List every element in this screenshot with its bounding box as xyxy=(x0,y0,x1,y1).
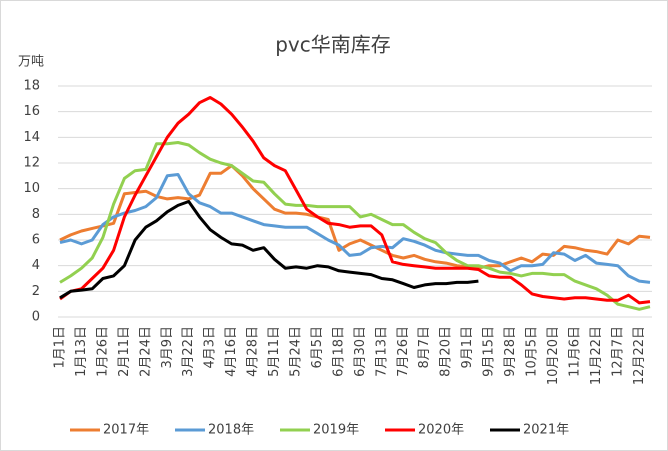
x-tick-label: 11月22日 xyxy=(589,326,604,385)
x-tick-label: 6月5日 xyxy=(310,326,325,369)
series-line xyxy=(59,173,651,284)
x-tick-label: 10月5日 xyxy=(525,326,540,377)
y-tick-label: 2 xyxy=(32,284,40,299)
x-tick-label: 1月13日 xyxy=(74,326,89,377)
x-tick-label: 5月24日 xyxy=(289,326,304,377)
y-tick-label: 16 xyxy=(23,104,40,119)
x-tick-label: 10月20日 xyxy=(546,326,561,385)
chart-title: pvc华南库存 xyxy=(275,33,391,57)
x-tick-label: 4月16日 xyxy=(224,326,239,377)
x-tick-label: 2月24日 xyxy=(138,326,153,377)
x-tick-label: 6月18日 xyxy=(331,326,346,377)
x-tick-label: 6月30日 xyxy=(353,326,368,377)
x-tick-label: 4月28日 xyxy=(246,326,261,377)
legend-label: 2017年 xyxy=(103,423,149,438)
y-tick-label: 14 xyxy=(23,130,40,145)
y-tick-label: 0 xyxy=(32,310,40,325)
legend-label: 2020年 xyxy=(418,423,464,438)
series-line xyxy=(59,96,651,305)
x-tick-label: 1月1日 xyxy=(53,326,68,369)
y-tick-label: 4 xyxy=(32,258,40,273)
x-tick-label: 9月1日 xyxy=(460,326,475,369)
x-tick-label: 9月15日 xyxy=(482,326,497,377)
x-tick-label: 2月11日 xyxy=(117,326,132,377)
legend-label: 2018年 xyxy=(208,423,254,438)
x-tick-label: 4月3日 xyxy=(203,326,218,369)
x-tick-label: 7月26日 xyxy=(396,326,411,377)
x-tick-label: 9月28日 xyxy=(503,326,518,377)
x-tick-label: 5月11日 xyxy=(267,326,282,377)
x-tick-label: 1月26日 xyxy=(95,326,110,377)
y-tick-label: 10 xyxy=(23,181,40,196)
x-tick-label: 3月9日 xyxy=(160,326,175,369)
series-line xyxy=(59,200,479,300)
y-unit: 万吨 xyxy=(18,55,44,70)
x-tick-label: 3月22日 xyxy=(181,326,196,377)
x-tick-label: 11月6日 xyxy=(567,326,582,377)
x-tick-label: 8月20日 xyxy=(439,326,454,377)
legend-label: 2021年 xyxy=(523,423,569,438)
y-tick-label: 6 xyxy=(32,233,40,248)
x-tick-label: 12月7日 xyxy=(610,326,625,377)
x-tick-label: 8月7日 xyxy=(417,326,432,369)
x-tick-label: 12月22日 xyxy=(632,326,647,385)
x-tick-label: 7月13日 xyxy=(374,326,389,377)
y-tick-label: 12 xyxy=(23,156,40,171)
legend-label: 2019年 xyxy=(313,423,359,438)
y-tick-label: 8 xyxy=(32,207,40,222)
y-tick-label: 18 xyxy=(23,79,40,94)
series-line xyxy=(59,141,651,311)
